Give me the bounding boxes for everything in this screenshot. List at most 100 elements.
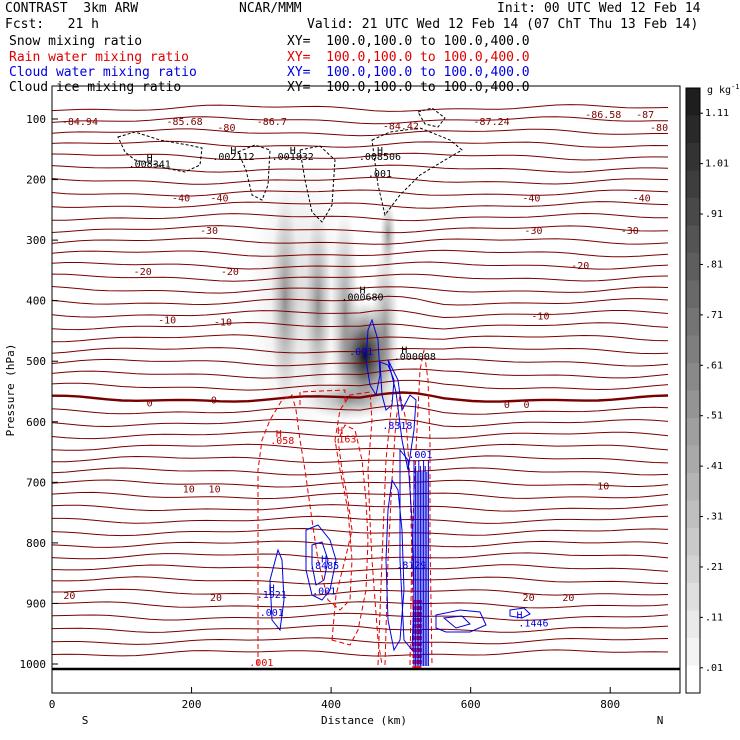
y-tick-label: 1000: [20, 658, 47, 671]
temperature-contour-label: -40: [172, 193, 190, 204]
y-tick-label: 600: [26, 416, 46, 429]
y-axis-title: Pressure (hPa): [4, 344, 17, 437]
y-tick-label: 200: [26, 174, 46, 187]
temperature-contour: [52, 334, 669, 343]
colorbar-segment: [686, 280, 700, 309]
temperature-contour: [52, 164, 669, 173]
temperature-contour-label: 10: [183, 485, 195, 496]
rain-water-label: H: [276, 429, 282, 440]
temperature-contour: [52, 249, 669, 258]
axes: 0 200 400 600 800100200300400500600700800900…: [20, 113, 621, 711]
temperature-contour: [52, 152, 669, 161]
rain-water-contour: [384, 394, 415, 666]
temperature-contour: [52, 455, 669, 464]
temperature-contour-label: -20: [134, 267, 152, 278]
temperature-contour-label: 20: [210, 593, 222, 604]
init-time: Init: 00 UTC Wed 12 Feb 14: [497, 1, 701, 16]
rain-water-contour: [257, 391, 383, 666]
cloud-ice-contour: [299, 145, 336, 223]
legend-cloud-water-label: Cloud water mixing ratio: [9, 65, 197, 80]
endpoint-south: S: [82, 714, 89, 727]
cloud-water-contour: [509, 607, 531, 619]
temperature-contour: [52, 637, 669, 645]
temperature-contour: [52, 405, 669, 415]
cloud-water-contours: [269, 318, 531, 666]
temperature-contour: [52, 418, 669, 428]
temperature-contour: [52, 576, 669, 585]
x-tick-label: 200: [182, 698, 202, 711]
cloud-water-label: .001: [349, 347, 373, 358]
contour-labels: -84.94 -85.68 -86.7 -84.42 -87.24 -86.58 -87 -8…: [62, 110, 668, 669]
cloud-water-contour: [435, 609, 487, 633]
snow-max-label: .002112: [212, 152, 254, 163]
temperature-contour: [52, 527, 669, 537]
temperature-contour: [52, 225, 669, 234]
snow-max-label: .000008: [394, 352, 436, 363]
cloud-water-contour: [379, 361, 395, 411]
temperature-contour: [52, 649, 669, 657]
temperature-contour-label: -10: [214, 317, 232, 328]
x-tick-label: 800: [600, 698, 620, 711]
colorbar-unit: g kg-1: [707, 83, 740, 96]
snow-max-label: H: [290, 146, 296, 157]
temperature-contour: [52, 588, 669, 597]
temperature-contour: [52, 128, 668, 137]
temperature-contour-label: 0: [211, 396, 217, 407]
snow-max-label: H: [230, 146, 236, 157]
cloud-ice-contour: [417, 107, 446, 128]
colorbar-segment: [686, 500, 700, 529]
temperature-contour: [52, 201, 669, 209]
colorbar-tick-label: .11: [705, 612, 723, 623]
colorbar-segment: [686, 335, 700, 364]
snow-max-label: H: [359, 285, 365, 296]
valid-time: Valid: 21 UTC Wed 12 Feb 14 (07 ChT Thu …: [307, 17, 699, 32]
colorbar-segment: [686, 665, 700, 694]
rain-water-contour: [377, 399, 393, 666]
temperature-contour: [52, 479, 669, 488]
x-tick-label: 400: [321, 698, 341, 711]
colorbar-tick-label: .31: [705, 512, 723, 523]
colorbar-tick-label: .81: [705, 259, 723, 270]
cloud-water-contour: [399, 448, 415, 652]
temperature-contour-label: 10: [209, 485, 221, 496]
temperature-contour-label: -20: [221, 267, 239, 278]
temperature-contour: [52, 504, 669, 512]
temperature-contour: [52, 379, 669, 391]
cloud-water-label: .8485: [309, 561, 339, 572]
colorbar-segment: [686, 638, 700, 666]
temperature-contour-label: -30: [621, 226, 639, 237]
colorbar-tick-label: 1.11: [705, 108, 729, 119]
colorbar-tick-label: .71: [705, 310, 723, 321]
temperature-contour: [52, 261, 669, 270]
temperature-contour: [52, 358, 669, 367]
colorbar-segment: [686, 445, 700, 474]
colorbar-segment: [686, 363, 700, 391]
temperature-contour: [52, 140, 669, 148]
temperature-contour-label: -84.94: [62, 117, 98, 128]
y-tick-label: 300: [26, 234, 46, 247]
colorbar-segment: [686, 418, 700, 446]
center-label: NCAR/MMM: [239, 1, 302, 16]
rain-water-label: .058: [270, 436, 294, 447]
legend-snow-label: Snow mixing ratio: [9, 34, 143, 49]
y-tick-label: 400: [26, 295, 46, 308]
temperature-contour-label: -10: [531, 311, 549, 322]
legend-rain-xy: XY= 100.0,100.0 to 100.0,400.0: [287, 50, 530, 65]
cloud-water-contour: [442, 615, 471, 629]
rain-water-contour: [409, 349, 433, 666]
snow-max-label: .000680: [341, 293, 383, 304]
colorbar-tick-label: .01: [705, 663, 723, 674]
temperature-contour: [52, 286, 669, 294]
temperature-contour: [52, 176, 669, 185]
cloud-ice-contour: [117, 131, 203, 173]
colorbar: 1.11 1.01 .91 .81 .71 .61 .51 .41 .31 .21 .11 .01: [685, 87, 729, 694]
temperature-contour-label: 20: [523, 593, 535, 604]
cloud-water-label: .8318: [382, 421, 412, 432]
colorbar-tick-label: .61: [705, 360, 723, 371]
cloud-water-contour: [269, 548, 285, 632]
temperature-contour-label: -86.58: [585, 110, 621, 121]
cloud-water-contour: [387, 359, 417, 471]
temperature-contours: [52, 104, 669, 657]
cloud-water-contour: [365, 318, 381, 397]
